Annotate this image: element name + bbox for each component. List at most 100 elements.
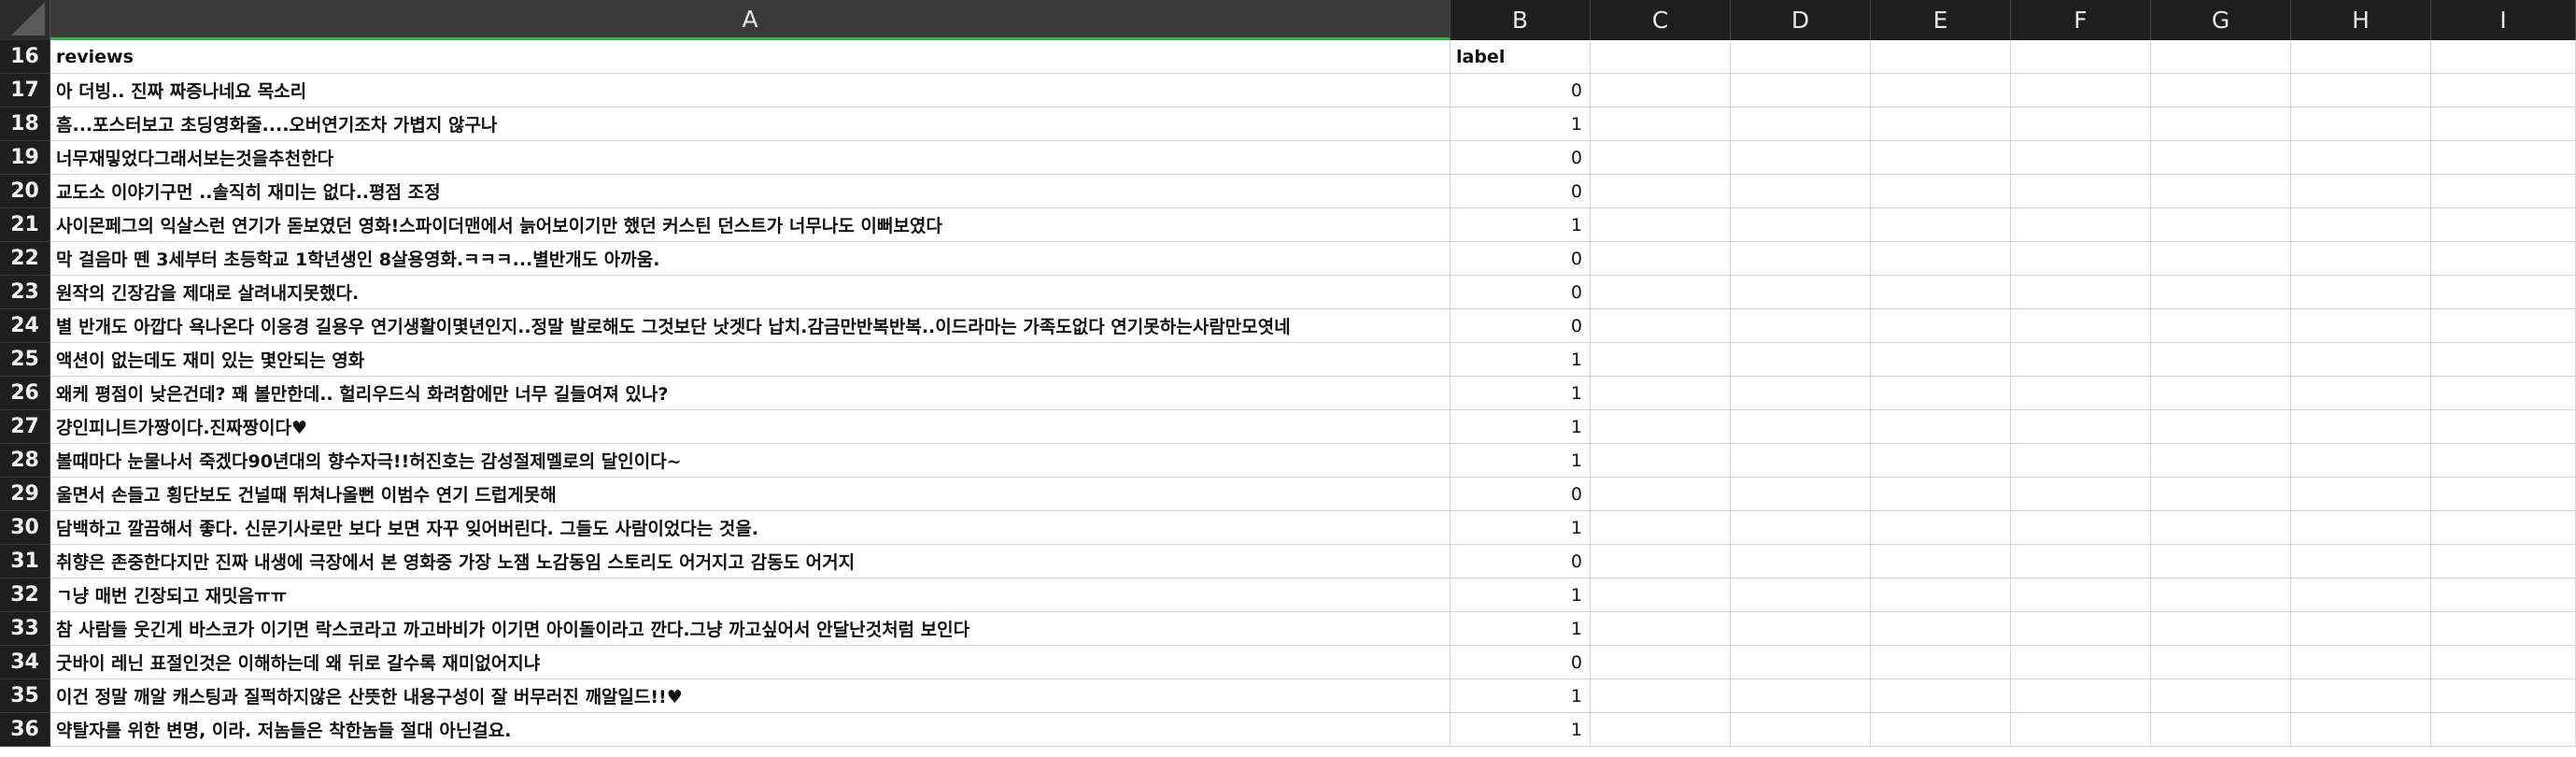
row-header[interactable]: 18 — [0, 107, 50, 141]
cell[interactable] — [2431, 444, 2576, 478]
row-header[interactable]: 23 — [0, 276, 50, 309]
cell[interactable] — [2011, 242, 2151, 276]
row-header[interactable]: 35 — [0, 679, 50, 713]
cell[interactable] — [1731, 646, 1871, 679]
cell[interactable] — [1591, 309, 1731, 343]
cell[interactable] — [1591, 74, 1731, 107]
cell-review[interactable]: 아 더빙.. 진짜 짜증나네요 목소리 — [50, 74, 1451, 107]
cell[interactable] — [2151, 578, 2291, 612]
cell[interactable] — [1731, 175, 1871, 208]
cell[interactable] — [2011, 578, 2151, 612]
row-header[interactable]: 16 — [0, 40, 50, 74]
row-header[interactable]: 25 — [0, 343, 50, 377]
cell[interactable] — [1871, 713, 2011, 747]
row-header[interactable]: 36 — [0, 713, 50, 747]
cell[interactable] — [2431, 175, 2576, 208]
cell[interactable] — [1731, 713, 1871, 747]
cell-review[interactable]: 흠...포스터보고 초딩영화줄....오버연기조차 가볍지 않구나 — [50, 107, 1451, 141]
cell[interactable] — [2291, 175, 2431, 208]
cell[interactable] — [1731, 141, 1871, 175]
cell[interactable] — [1591, 343, 1731, 377]
cell-review[interactable]: 사이몬페그의 익살스런 연기가 돋보였던 영화!스파이더맨에서 늙어보이기만 했… — [50, 208, 1451, 242]
cell-review[interactable]: 취향은 존중한다지만 진짜 내생에 극장에서 본 영화중 가장 노잼 노감동임 … — [50, 545, 1451, 578]
cell[interactable] — [2431, 343, 2576, 377]
cell[interactable] — [1591, 511, 1731, 545]
cell-reviews-header[interactable]: reviews — [50, 40, 1451, 74]
column-header-c[interactable]: C — [1591, 0, 1731, 40]
cell[interactable] — [2011, 646, 2151, 679]
row-header[interactable]: 33 — [0, 612, 50, 646]
cell[interactable] — [2291, 276, 2431, 309]
cell[interactable] — [1871, 208, 2011, 242]
cell[interactable] — [1591, 578, 1731, 612]
cell-label[interactable]: 1 — [1451, 612, 1591, 646]
cell[interactable] — [2431, 309, 2576, 343]
cell-review[interactable]: 왜케 평점이 낮은건데? 꽤 볼만한데.. 헐리우드식 화려함에만 너무 길들여… — [50, 377, 1451, 410]
cell[interactable] — [1591, 612, 1731, 646]
cell[interactable] — [1731, 444, 1871, 478]
row-header[interactable]: 21 — [0, 208, 50, 242]
row-header[interactable]: 19 — [0, 141, 50, 175]
cell[interactable] — [2011, 74, 2151, 107]
cell-review[interactable]: 걍인피니트가짱이다.진짜짱이다♥ — [50, 410, 1451, 444]
cell[interactable] — [2151, 612, 2291, 646]
cell[interactable] — [2151, 208, 2291, 242]
cell-review[interactable]: 굿바이 레닌 표절인것은 이해하는데 왜 뒤로 갈수록 재미없어지냐 — [50, 646, 1451, 679]
cell[interactable] — [1871, 309, 2011, 343]
cell[interactable] — [1871, 578, 2011, 612]
cell[interactable] — [2431, 478, 2576, 511]
column-header-i[interactable]: I — [2431, 0, 2576, 40]
cell[interactable] — [1871, 646, 2011, 679]
cell[interactable] — [2431, 612, 2576, 646]
cell[interactable] — [1871, 276, 2011, 309]
cell[interactable] — [1591, 545, 1731, 578]
cell[interactable] — [1871, 478, 2011, 511]
cell[interactable] — [1871, 74, 2011, 107]
cell[interactable] — [1731, 511, 1871, 545]
cell[interactable] — [2151, 377, 2291, 410]
cell[interactable] — [2011, 377, 2151, 410]
cell[interactable] — [1731, 377, 1871, 410]
cell[interactable] — [1591, 208, 1731, 242]
cell-review[interactable]: 교도소 이야기구먼 ..솔직히 재미는 없다..평점 조정 — [50, 175, 1451, 208]
cell[interactable] — [2431, 679, 2576, 713]
cell[interactable] — [1871, 545, 2011, 578]
cell[interactable] — [2011, 309, 2151, 343]
cell[interactable] — [2151, 713, 2291, 747]
cell[interactable] — [2011, 343, 2151, 377]
row-header[interactable]: 20 — [0, 175, 50, 208]
cell[interactable] — [2151, 444, 2291, 478]
cell[interactable] — [1731, 40, 1871, 74]
cell[interactable] — [2291, 578, 2431, 612]
row-header[interactable]: 28 — [0, 444, 50, 478]
column-header-f[interactable]: F — [2011, 0, 2151, 40]
cell[interactable] — [2431, 646, 2576, 679]
cell[interactable] — [1591, 478, 1731, 511]
cell[interactable] — [2291, 40, 2431, 74]
cell[interactable] — [1731, 343, 1871, 377]
column-header-d[interactable]: D — [1731, 0, 1871, 40]
cell[interactable] — [2431, 511, 2576, 545]
cell[interactable] — [2151, 343, 2291, 377]
cell[interactable] — [1871, 679, 2011, 713]
row-header[interactable]: 31 — [0, 545, 50, 578]
cell[interactable] — [2291, 679, 2431, 713]
cell-label[interactable]: 1 — [1451, 343, 1591, 377]
column-header-g[interactable]: G — [2151, 0, 2291, 40]
row-header[interactable]: 22 — [0, 242, 50, 276]
cell[interactable] — [2011, 175, 2151, 208]
cell[interactable] — [1591, 40, 1731, 74]
cell[interactable] — [2151, 74, 2291, 107]
row-header[interactable]: 26 — [0, 377, 50, 410]
cell[interactable] — [2011, 444, 2151, 478]
cell[interactable] — [2431, 208, 2576, 242]
cell[interactable] — [1591, 444, 1731, 478]
cell[interactable] — [1591, 377, 1731, 410]
cell[interactable] — [2011, 410, 2151, 444]
cell[interactable] — [1731, 478, 1871, 511]
column-header-a[interactable]: A — [50, 0, 1451, 40]
cell-label[interactable]: 1 — [1451, 713, 1591, 747]
cell[interactable] — [2151, 40, 2291, 74]
cell[interactable] — [2151, 478, 2291, 511]
cell-label[interactable]: 1 — [1451, 444, 1591, 478]
